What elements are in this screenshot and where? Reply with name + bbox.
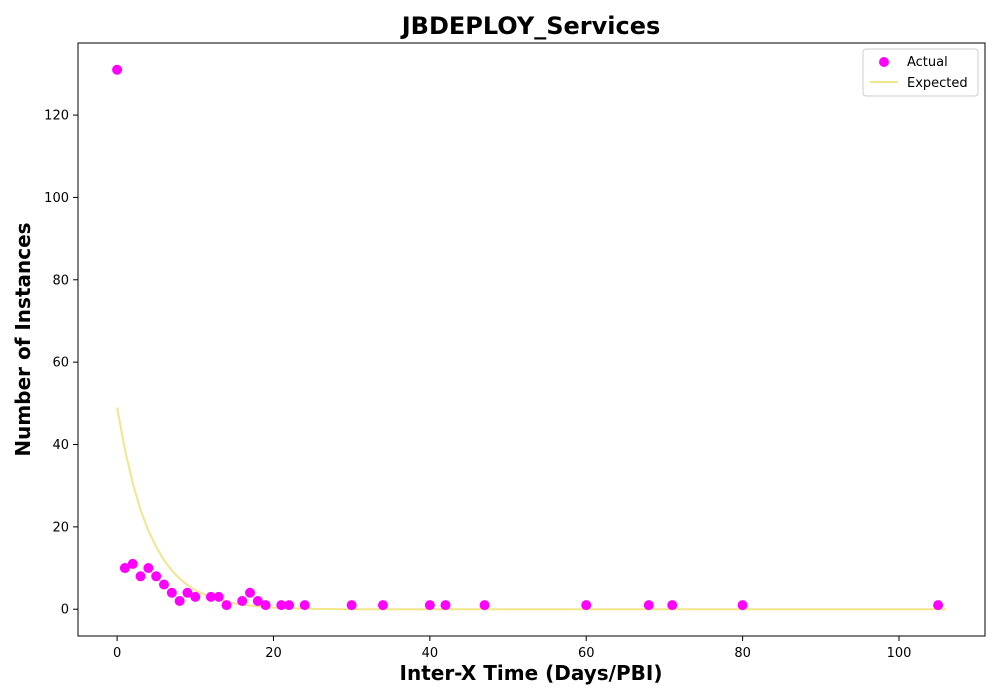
y-tick-label: 120 (44, 109, 69, 124)
legend-label-expected: Expected (907, 76, 968, 91)
actual-point (190, 591, 201, 602)
x-tick-label: 100 (887, 646, 912, 661)
actual-point (260, 600, 271, 611)
y-tick-label: 60 (52, 356, 69, 371)
actual-point (166, 587, 177, 598)
actual-point (245, 587, 256, 598)
actual-point (174, 596, 185, 606)
expected-line (116, 407, 946, 611)
y-tick-label: 0 (61, 603, 69, 618)
legend-marker-actual (879, 57, 889, 67)
actual-point (119, 563, 130, 574)
y-axis-label: Number of Instances (11, 222, 35, 456)
actual-point (159, 579, 170, 590)
actual-point (143, 563, 154, 574)
x-tick-label: 0 (113, 646, 121, 661)
plot-area-frame (77, 42, 986, 637)
actual-point (440, 600, 451, 611)
actual-point (284, 600, 295, 611)
y-tick-label: 100 (44, 191, 69, 206)
actual-point (112, 64, 123, 75)
actual-point (479, 600, 490, 611)
actual-point (667, 600, 678, 611)
actual-point (252, 596, 263, 606)
x-tick-label: 60 (578, 646, 595, 661)
y-tick-label: 20 (52, 520, 69, 535)
x-tick-label: 20 (265, 646, 282, 661)
y-tick-label: 40 (52, 438, 69, 453)
actual-point (213, 591, 224, 602)
legend-box (862, 48, 979, 97)
actual-point (182, 587, 193, 598)
legend: Actual Expected (862, 48, 979, 97)
actual-point (237, 596, 248, 606)
plot-layer (112, 64, 946, 611)
actual-point (737, 600, 748, 611)
actual-point (299, 600, 310, 611)
y-axis: 0 20 40 60 80 100 120 (44, 109, 78, 618)
actual-point (933, 600, 944, 611)
y-tick-label: 80 (52, 273, 69, 288)
actual-point (151, 571, 162, 582)
actual-point (643, 600, 654, 611)
actual-point (377, 600, 388, 611)
actual-point (135, 571, 146, 582)
actual-point (581, 600, 592, 611)
x-tick-label: 40 (422, 646, 439, 661)
actual-point (205, 591, 216, 602)
x-axis-label: Inter-X Time (Days/PBI) (400, 661, 663, 685)
actual-point (346, 600, 357, 611)
actual-point (276, 600, 287, 611)
chart-title: JBDEPLOY_Services (400, 12, 661, 40)
actual-point (221, 600, 232, 611)
legend-label-actual: Actual (907, 55, 948, 70)
x-axis: 0 20 40 60 80 100 (113, 636, 911, 661)
actual-point (424, 600, 435, 611)
x-tick-label: 80 (734, 646, 751, 661)
actual-point (127, 558, 138, 569)
